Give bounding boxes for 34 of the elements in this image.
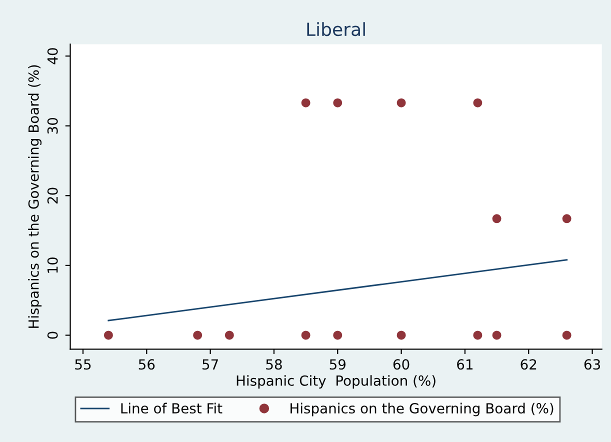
point bbox=[193, 330, 202, 340]
point bbox=[301, 330, 310, 340]
chart-title: Liberal bbox=[307, 22, 365, 36]
x-tick-label: 56 bbox=[138, 359, 155, 370]
point bbox=[473, 98, 482, 108]
point bbox=[562, 330, 572, 340]
x-axis-title: Hispanic City Population (%) bbox=[236, 375, 436, 389]
x-tick-label: 57 bbox=[202, 359, 218, 370]
point bbox=[492, 330, 502, 340]
point bbox=[562, 214, 572, 224]
y-tick-label: 20 bbox=[47, 188, 58, 204]
x-tick-label: 59 bbox=[330, 359, 346, 370]
x-tick-label: 61 bbox=[457, 359, 473, 370]
point bbox=[473, 330, 482, 340]
legend-label: Line of Best Fit bbox=[121, 402, 222, 414]
y-tick-label: 30 bbox=[47, 118, 58, 134]
point bbox=[301, 98, 310, 108]
point bbox=[396, 98, 406, 108]
x-tick-label: 62 bbox=[520, 359, 536, 370]
point bbox=[396, 330, 406, 340]
x-tick-label: 55 bbox=[75, 359, 91, 370]
x-tick-label: 60 bbox=[393, 359, 410, 370]
x-tick-label: 58 bbox=[266, 359, 282, 370]
legend-label: Hispanics on the Governing Board (%) bbox=[290, 402, 554, 416]
y-tick-label: 10 bbox=[47, 258, 58, 273]
point bbox=[224, 330, 234, 340]
point bbox=[333, 98, 342, 108]
x-tick-label: 63 bbox=[584, 359, 600, 370]
y-tick-label: 40 bbox=[47, 48, 58, 64]
y-tick-label: 0 bbox=[47, 332, 58, 339]
point bbox=[492, 214, 502, 224]
y-axis-title: Hispanics on the Governing Board (%) bbox=[28, 65, 42, 328]
point bbox=[104, 330, 113, 340]
point bbox=[333, 330, 342, 340]
